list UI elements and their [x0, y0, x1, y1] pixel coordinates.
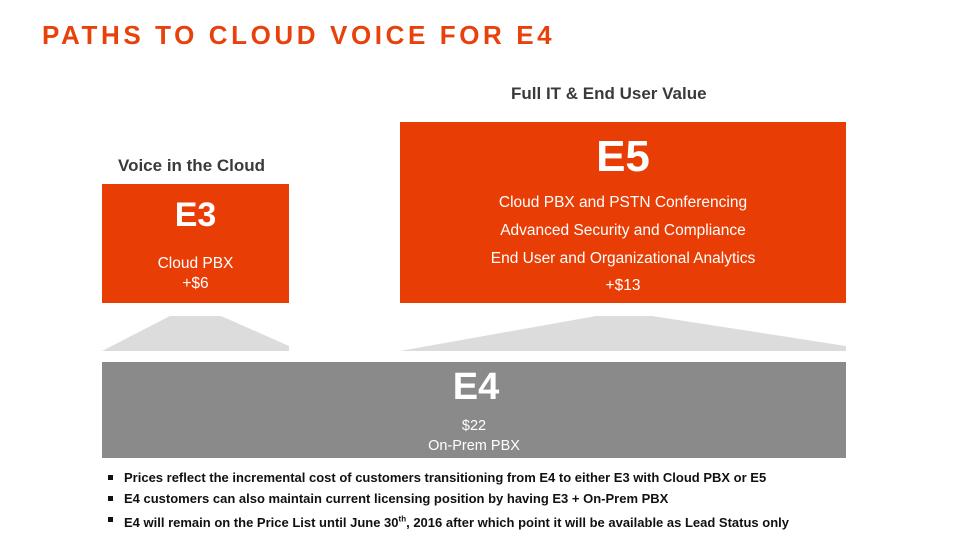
list-item: Prices reflect the incremental cost of c… [108, 467, 789, 488]
e5-title: E5 [596, 132, 650, 181]
e3-title: E3 [174, 196, 217, 234]
e5-feature-2: Advanced Security and Compliance [500, 222, 746, 239]
e3-feature: Cloud PBX [157, 255, 234, 272]
footnote-list: Prices reflect the incremental cost of c… [108, 467, 789, 530]
list-item: E4 customers can also maintain current l… [108, 488, 789, 509]
bullet-text: E4 customers can also maintain current l… [124, 491, 669, 506]
bullet-text: E4 will remain on the Price List until J… [124, 515, 789, 531]
e5-box: E5 Cloud PBX and PSTN Conferencing Advan… [400, 122, 846, 303]
e4-box: E4 $22 On-Prem PBX [102, 362, 846, 458]
bullet-text: Prices reflect the incremental cost of c… [124, 470, 767, 485]
e5-feature-1: Cloud PBX and PSTN Conferencing [498, 194, 748, 211]
e5-price: +$13 [605, 277, 641, 294]
e3-price: +$6 [182, 275, 209, 292]
bullet-icon [108, 496, 113, 501]
bullet-icon [108, 475, 113, 480]
full-value-label: Full IT & End User Value [511, 84, 707, 103]
e3-box: E3 Cloud PBX +$6 [102, 184, 289, 303]
slide-title: PATHS TO CLOUD VOICE FOR E4 [42, 20, 556, 50]
e4-note: On-Prem PBX [428, 438, 520, 454]
e3-ramp [102, 316, 289, 351]
bullet-icon [108, 517, 113, 522]
e5-ramp [400, 316, 846, 351]
e5-feature-3: End User and Organizational Analytics [490, 250, 756, 267]
voice-in-cloud-label: Voice in the Cloud [118, 156, 266, 175]
e4-price: $22 [461, 418, 487, 434]
list-item: E4 will remain on the Price List until J… [108, 509, 789, 530]
e4-title: E4 [452, 366, 500, 408]
